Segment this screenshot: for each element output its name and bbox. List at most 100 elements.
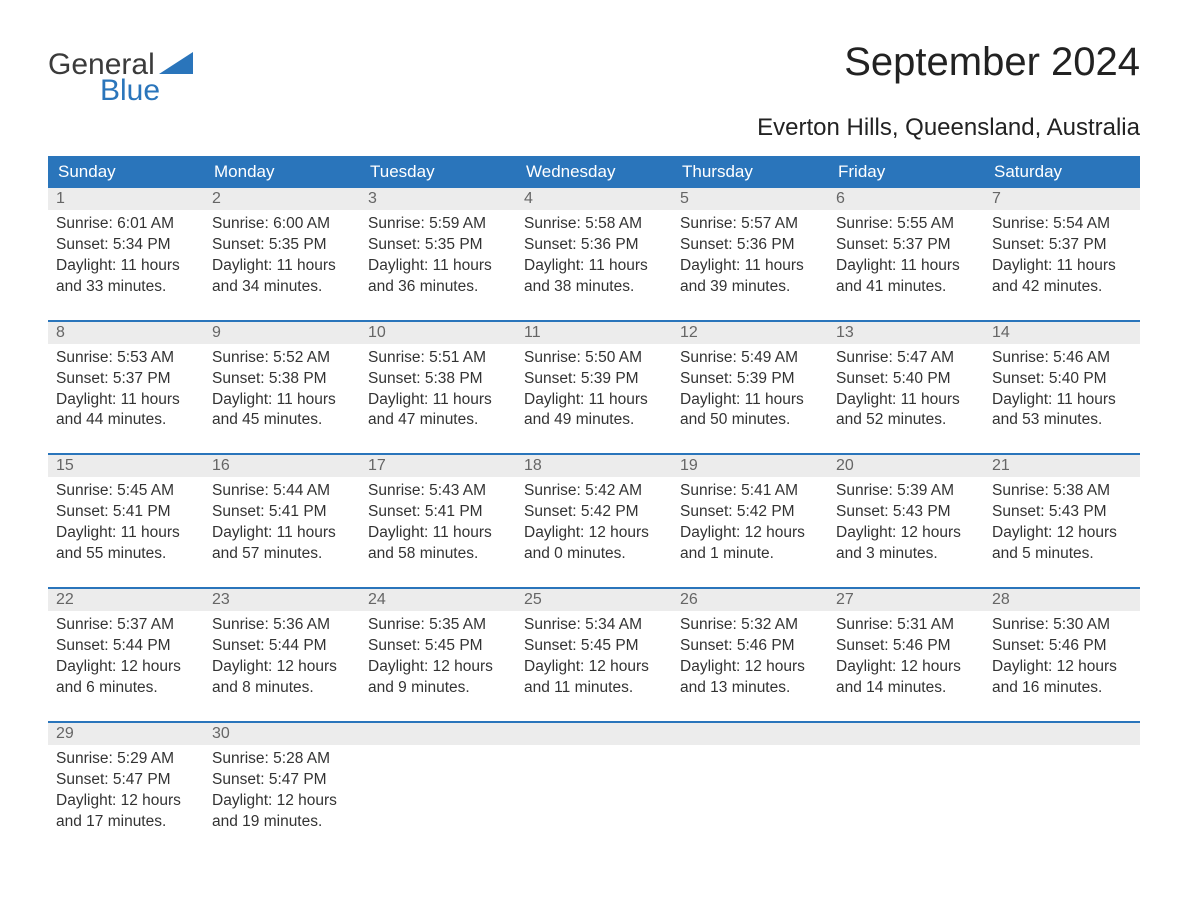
daylight-line: Daylight: 11 hours and 50 minutes. bbox=[680, 390, 820, 432]
daylight-line: Daylight: 12 hours and 17 minutes. bbox=[56, 791, 196, 833]
sunset-line: Sunset: 5:41 PM bbox=[56, 502, 196, 523]
sunrise-line: Sunrise: 6:00 AM bbox=[212, 214, 352, 235]
daylight-line: Daylight: 11 hours and 36 minutes. bbox=[368, 256, 508, 298]
sunset-line: Sunset: 5:43 PM bbox=[992, 502, 1132, 523]
day-cell: Sunrise: 5:50 AMSunset: 5:39 PMDaylight:… bbox=[516, 344, 672, 440]
day-number: 28 bbox=[984, 589, 1140, 611]
day-number: 20 bbox=[828, 455, 984, 477]
sunset-line: Sunset: 5:39 PM bbox=[680, 369, 820, 390]
day-number bbox=[828, 723, 984, 745]
day-cell bbox=[984, 745, 1140, 841]
sunrise-line: Sunrise: 5:36 AM bbox=[212, 615, 352, 636]
sunset-line: Sunset: 5:46 PM bbox=[836, 636, 976, 657]
daylight-line: Daylight: 11 hours and 34 minutes. bbox=[212, 256, 352, 298]
day-number: 27 bbox=[828, 589, 984, 611]
sunset-line: Sunset: 5:35 PM bbox=[368, 235, 508, 256]
day-cell: Sunrise: 6:01 AMSunset: 5:34 PMDaylight:… bbox=[48, 210, 204, 306]
day-number: 17 bbox=[360, 455, 516, 477]
day-cell: Sunrise: 6:00 AMSunset: 5:35 PMDaylight:… bbox=[204, 210, 360, 306]
sunset-line: Sunset: 5:42 PM bbox=[680, 502, 820, 523]
day-number: 10 bbox=[360, 322, 516, 344]
day-cell: Sunrise: 5:59 AMSunset: 5:35 PMDaylight:… bbox=[360, 210, 516, 306]
sunset-line: Sunset: 5:46 PM bbox=[992, 636, 1132, 657]
daylight-line: Daylight: 12 hours and 9 minutes. bbox=[368, 657, 508, 699]
calendar-grid: SundayMondayTuesdayWednesdayThursdayFrid… bbox=[48, 156, 1140, 840]
sunrise-line: Sunrise: 5:55 AM bbox=[836, 214, 976, 235]
day-cell: Sunrise: 5:42 AMSunset: 5:42 PMDaylight:… bbox=[516, 477, 672, 573]
sunrise-line: Sunrise: 5:28 AM bbox=[212, 749, 352, 770]
day-number: 24 bbox=[360, 589, 516, 611]
day-cell: Sunrise: 5:38 AMSunset: 5:43 PMDaylight:… bbox=[984, 477, 1140, 573]
day-cell: Sunrise: 5:36 AMSunset: 5:44 PMDaylight:… bbox=[204, 611, 360, 707]
day-number: 30 bbox=[204, 723, 360, 745]
day-number: 13 bbox=[828, 322, 984, 344]
sunset-line: Sunset: 5:46 PM bbox=[680, 636, 820, 657]
day-cell: Sunrise: 5:54 AMSunset: 5:37 PMDaylight:… bbox=[984, 210, 1140, 306]
sunrise-line: Sunrise: 5:49 AM bbox=[680, 348, 820, 369]
daylight-line: Daylight: 12 hours and 14 minutes. bbox=[836, 657, 976, 699]
daylight-line: Daylight: 11 hours and 33 minutes. bbox=[56, 256, 196, 298]
day-cell: Sunrise: 5:46 AMSunset: 5:40 PMDaylight:… bbox=[984, 344, 1140, 440]
day-number: 8 bbox=[48, 322, 204, 344]
sunset-line: Sunset: 5:34 PM bbox=[56, 235, 196, 256]
day-number: 4 bbox=[516, 188, 672, 210]
day-cell bbox=[360, 745, 516, 841]
daylight-line: Daylight: 12 hours and 19 minutes. bbox=[212, 791, 352, 833]
sunrise-line: Sunrise: 5:44 AM bbox=[212, 481, 352, 502]
day-cell: Sunrise: 5:45 AMSunset: 5:41 PMDaylight:… bbox=[48, 477, 204, 573]
daylight-line: Daylight: 11 hours and 58 minutes. bbox=[368, 523, 508, 565]
sunset-line: Sunset: 5:47 PM bbox=[56, 770, 196, 791]
daylight-line: Daylight: 12 hours and 0 minutes. bbox=[524, 523, 664, 565]
day-cell: Sunrise: 5:53 AMSunset: 5:37 PMDaylight:… bbox=[48, 344, 204, 440]
sunset-line: Sunset: 5:37 PM bbox=[992, 235, 1132, 256]
day-number bbox=[360, 723, 516, 745]
day-cell: Sunrise: 5:51 AMSunset: 5:38 PMDaylight:… bbox=[360, 344, 516, 440]
day-number: 9 bbox=[204, 322, 360, 344]
day-cell: Sunrise: 5:34 AMSunset: 5:45 PMDaylight:… bbox=[516, 611, 672, 707]
sunset-line: Sunset: 5:38 PM bbox=[212, 369, 352, 390]
day-cell: Sunrise: 5:35 AMSunset: 5:45 PMDaylight:… bbox=[360, 611, 516, 707]
sunrise-line: Sunrise: 6:01 AM bbox=[56, 214, 196, 235]
day-number: 29 bbox=[48, 723, 204, 745]
daylight-line: Daylight: 11 hours and 55 minutes. bbox=[56, 523, 196, 565]
day-number bbox=[984, 723, 1140, 745]
daylight-line: Daylight: 11 hours and 57 minutes. bbox=[212, 523, 352, 565]
day-number: 14 bbox=[984, 322, 1140, 344]
day-cell: Sunrise: 5:28 AMSunset: 5:47 PMDaylight:… bbox=[204, 745, 360, 841]
sunrise-line: Sunrise: 5:31 AM bbox=[836, 615, 976, 636]
daylight-line: Daylight: 11 hours and 52 minutes. bbox=[836, 390, 976, 432]
daylight-line: Daylight: 12 hours and 3 minutes. bbox=[836, 523, 976, 565]
sunset-line: Sunset: 5:47 PM bbox=[212, 770, 352, 791]
sunset-line: Sunset: 5:39 PM bbox=[524, 369, 664, 390]
dow-header: Friday bbox=[828, 156, 984, 188]
sunset-line: Sunset: 5:44 PM bbox=[212, 636, 352, 657]
sunrise-line: Sunrise: 5:32 AM bbox=[680, 615, 820, 636]
sunset-line: Sunset: 5:36 PM bbox=[524, 235, 664, 256]
day-cell: Sunrise: 5:58 AMSunset: 5:36 PMDaylight:… bbox=[516, 210, 672, 306]
day-cell: Sunrise: 5:44 AMSunset: 5:41 PMDaylight:… bbox=[204, 477, 360, 573]
day-cell: Sunrise: 5:37 AMSunset: 5:44 PMDaylight:… bbox=[48, 611, 204, 707]
day-number: 19 bbox=[672, 455, 828, 477]
day-number: 1 bbox=[48, 188, 204, 210]
day-cell: Sunrise: 5:55 AMSunset: 5:37 PMDaylight:… bbox=[828, 210, 984, 306]
sunrise-line: Sunrise: 5:35 AM bbox=[368, 615, 508, 636]
daylight-line: Daylight: 12 hours and 11 minutes. bbox=[524, 657, 664, 699]
sunset-line: Sunset: 5:43 PM bbox=[836, 502, 976, 523]
logo: General Blue bbox=[48, 40, 193, 108]
sunrise-line: Sunrise: 5:51 AM bbox=[368, 348, 508, 369]
sunrise-line: Sunrise: 5:54 AM bbox=[992, 214, 1132, 235]
day-cell: Sunrise: 5:52 AMSunset: 5:38 PMDaylight:… bbox=[204, 344, 360, 440]
day-number: 2 bbox=[204, 188, 360, 210]
sunrise-line: Sunrise: 5:50 AM bbox=[524, 348, 664, 369]
day-cell bbox=[672, 745, 828, 841]
day-cell: Sunrise: 5:57 AMSunset: 5:36 PMDaylight:… bbox=[672, 210, 828, 306]
day-number: 18 bbox=[516, 455, 672, 477]
day-number: 21 bbox=[984, 455, 1140, 477]
sunrise-line: Sunrise: 5:59 AM bbox=[368, 214, 508, 235]
logo-blue: Blue bbox=[100, 74, 193, 108]
day-number: 15 bbox=[48, 455, 204, 477]
sunrise-line: Sunrise: 5:42 AM bbox=[524, 481, 664, 502]
daylight-line: Daylight: 11 hours and 39 minutes. bbox=[680, 256, 820, 298]
day-number: 12 bbox=[672, 322, 828, 344]
daylight-line: Daylight: 11 hours and 45 minutes. bbox=[212, 390, 352, 432]
